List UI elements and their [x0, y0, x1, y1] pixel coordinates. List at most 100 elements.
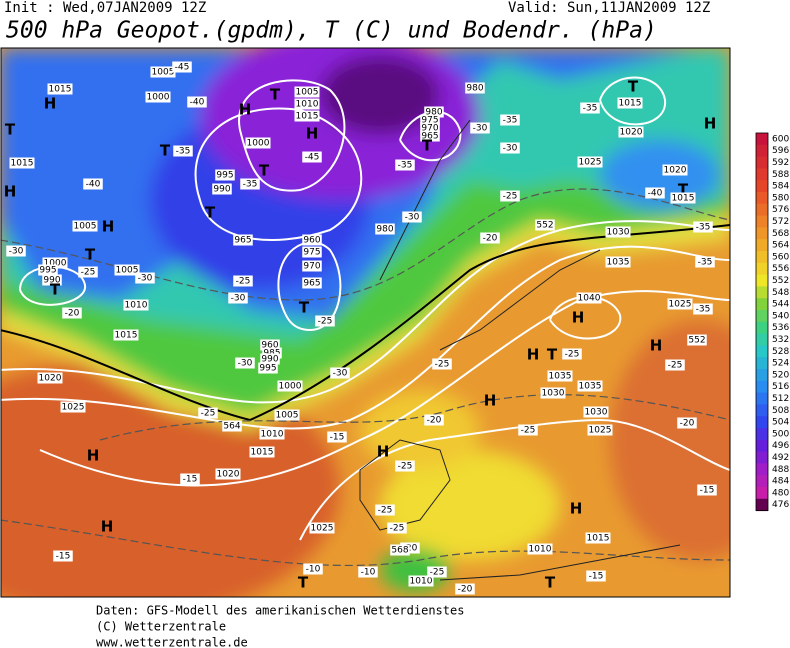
colorbar-label: 524 — [772, 359, 789, 369]
colorbar-swatch — [756, 286, 768, 299]
colorbar-swatch — [756, 251, 768, 264]
label-box — [83, 178, 103, 190]
label-box — [665, 359, 685, 371]
label-box — [576, 292, 602, 304]
contour-label: 990 — [261, 355, 278, 365]
label-box — [605, 226, 631, 238]
label-box — [173, 145, 193, 157]
label-box — [6, 245, 26, 257]
label-box — [260, 353, 280, 365]
label-box — [262, 347, 282, 359]
label-box — [480, 232, 500, 244]
contour-label: -40 — [648, 189, 663, 199]
label-box — [274, 409, 300, 421]
colorbar-label: 492 — [772, 453, 789, 463]
label-box — [113, 329, 139, 341]
colorbar-swatch — [756, 227, 768, 240]
contour-label: -35 — [696, 223, 711, 233]
contour-label: 965 — [421, 132, 438, 142]
colorbar-label: 488 — [772, 465, 789, 475]
colorbar-label: 600 — [772, 134, 789, 144]
label-box — [420, 122, 440, 134]
pressure-center: H — [570, 500, 583, 518]
pressure-center: T — [422, 137, 433, 155]
colorbar-swatch — [756, 310, 768, 323]
contour-label: 975 — [303, 248, 320, 258]
label-box — [527, 543, 553, 555]
label-box — [695, 256, 715, 268]
colorbar-label: 520 — [772, 370, 789, 380]
label-box — [135, 272, 155, 284]
contour-label: -30 — [503, 144, 518, 154]
pressure-center: H — [377, 443, 390, 461]
contour-label: -25 — [201, 409, 216, 419]
contour-label: -45 — [305, 153, 320, 163]
contour-label: 1025 — [62, 403, 85, 413]
contour-label: 552 — [688, 336, 705, 346]
label-box — [302, 234, 322, 246]
label-box — [72, 220, 98, 232]
contour-label: 1010 — [261, 430, 284, 440]
contour-label: -25 — [430, 568, 445, 578]
pressure-center: H — [239, 101, 252, 119]
label-box — [235, 357, 255, 369]
label-box — [9, 157, 35, 169]
colorbar-label: 500 — [772, 429, 789, 439]
pressure-center: T — [547, 346, 558, 364]
contour-label: -35 — [503, 116, 518, 126]
contour-label: 1010 — [410, 577, 433, 587]
colorbar-label: 508 — [772, 406, 789, 416]
pressure-center: T — [299, 299, 310, 317]
label-box — [315, 315, 335, 327]
contour-label: -20 — [403, 544, 418, 554]
footer-source: Daten: GFS-Modell des amerikanischen Wet… — [96, 604, 464, 618]
label-box — [375, 504, 395, 516]
colorbar-label: 548 — [772, 288, 789, 298]
label-box — [408, 575, 434, 587]
contour-label: 995 — [39, 266, 56, 276]
colorbar-label: 552 — [772, 276, 789, 286]
contour-label: 980 — [425, 108, 442, 118]
contour-label: 1025 — [589, 426, 612, 436]
label-box — [60, 401, 86, 413]
colorbar-swatch — [756, 380, 768, 394]
pressure-center: T — [298, 574, 309, 592]
map-frame — [0, 47, 731, 598]
label-box — [258, 362, 278, 374]
label-box — [518, 424, 538, 436]
label-box — [249, 446, 275, 458]
label-box — [562, 348, 582, 360]
contour-label: 1005 — [276, 411, 299, 421]
label-box — [145, 91, 171, 103]
pressure-center: H — [101, 518, 114, 536]
pressure-center: T — [678, 181, 689, 199]
colorbar-swatch — [756, 333, 768, 346]
contour-label: -25 — [435, 360, 450, 370]
contour-label: -25 — [378, 506, 393, 516]
contour-label: 975 — [421, 116, 438, 126]
contour-label: -25 — [521, 426, 536, 436]
label-box — [294, 98, 320, 110]
label-box — [395, 159, 415, 171]
contour-label: -25 — [236, 277, 251, 287]
contour-label: 1015 — [49, 85, 72, 95]
colorbar-swatch — [756, 239, 768, 252]
contour-label: -25 — [390, 524, 405, 534]
label-box — [260, 339, 280, 351]
contour-label: 1005 — [74, 222, 97, 232]
pressure-center: H — [306, 125, 319, 143]
colorbar-label: 532 — [772, 335, 789, 345]
pressure-center: T — [205, 204, 216, 222]
label-box — [294, 86, 320, 98]
contour-label: -45 — [175, 63, 190, 73]
colorbar-swatch — [756, 345, 768, 358]
colorbar-swatch — [756, 439, 768, 453]
colorbar-swatch — [756, 428, 768, 441]
contour-label: -20 — [680, 419, 695, 429]
contour-label: 1000 — [147, 93, 170, 103]
contour-label: 1030 — [585, 408, 608, 418]
label-box — [402, 211, 422, 223]
label-box — [662, 164, 688, 176]
contour-label: -30 — [333, 369, 348, 379]
label-box — [330, 367, 350, 379]
